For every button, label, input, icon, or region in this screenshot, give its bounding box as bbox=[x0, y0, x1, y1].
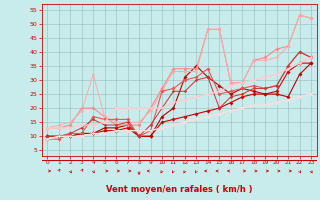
Text: Vent moyen/en rafales ( km/h ): Vent moyen/en rafales ( km/h ) bbox=[106, 184, 252, 194]
